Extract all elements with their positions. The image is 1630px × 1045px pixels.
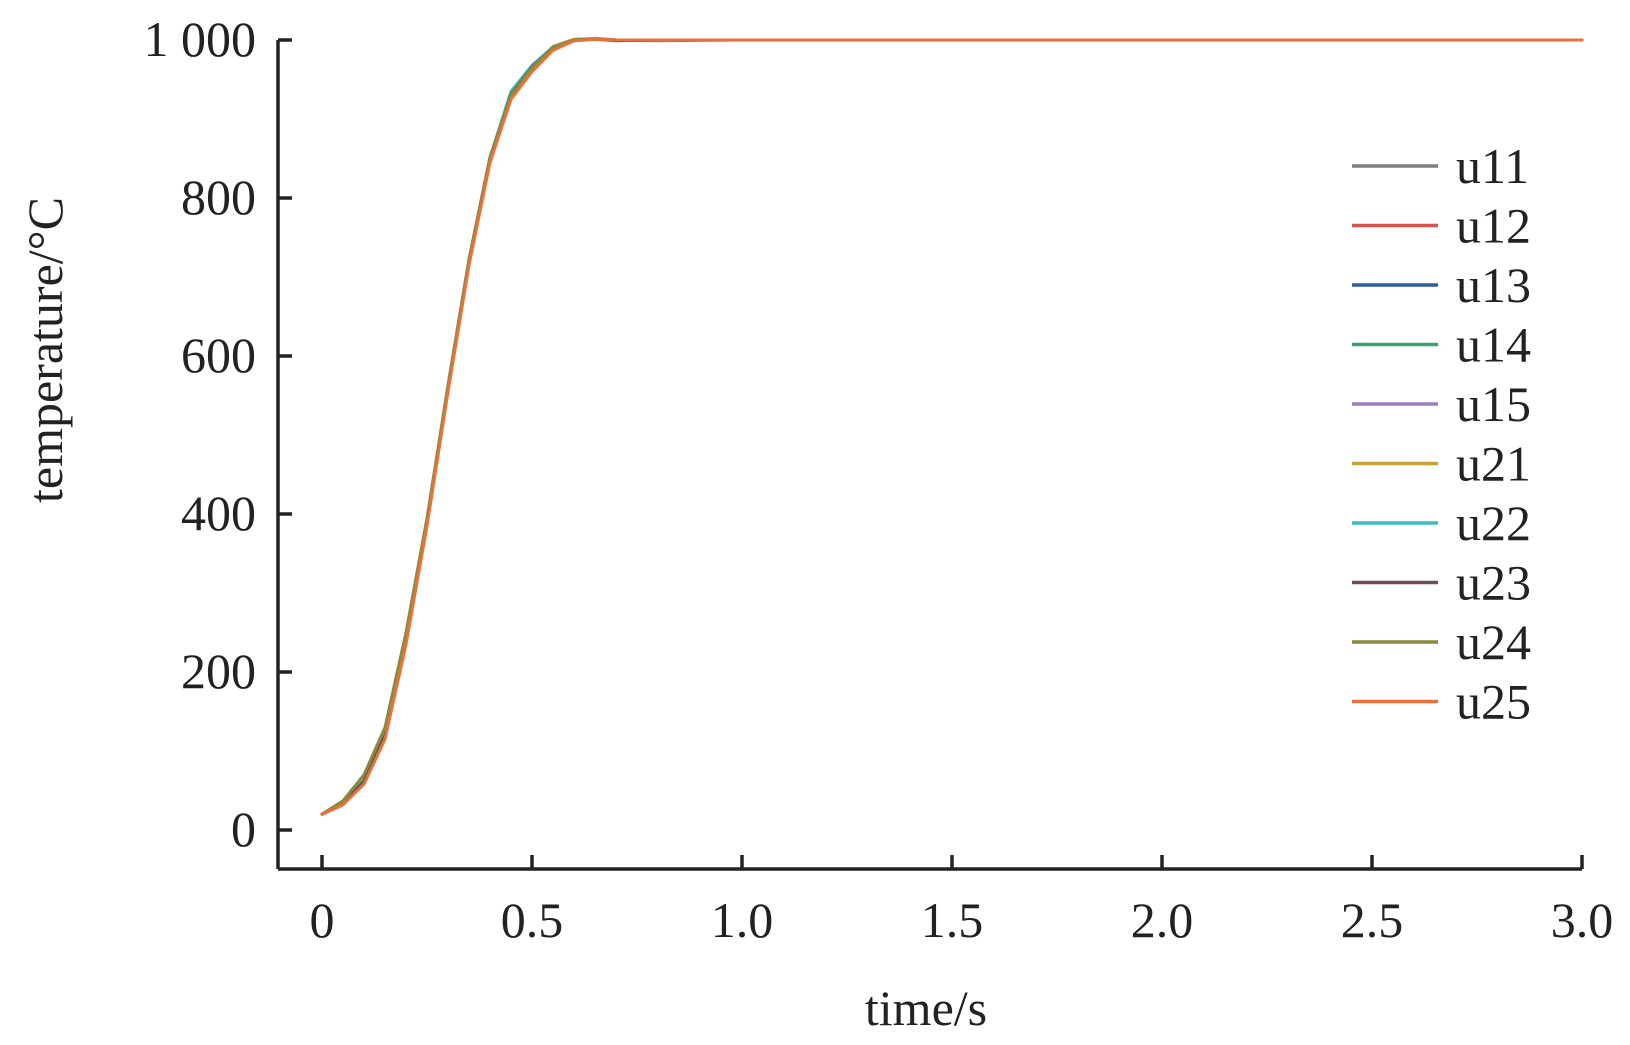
- ticks-layer: 0 0.5 1.0 1.5 2.0 2.5 3.0 0 200 400 600 800 1 000: [144, 11, 1614, 948]
- x-tick-label: 2.5: [1341, 892, 1404, 948]
- legend-label-u21: u21: [1456, 436, 1531, 492]
- series-line-u24: [320, 37, 1584, 816]
- y-tick-label: 400: [181, 485, 256, 541]
- x-tick-label: 3.0: [1551, 892, 1614, 948]
- series-line-u15: [320, 37, 1584, 816]
- series-line-u23: [320, 37, 1584, 816]
- series-line-u13: [320, 37, 1584, 816]
- legend-label-u25: u25: [1456, 674, 1531, 730]
- x-axis-label: time/s: [865, 980, 987, 1036]
- y-tick-label: 600: [181, 327, 256, 383]
- y-tick-label: 800: [181, 169, 256, 225]
- series-line-u12: [320, 37, 1584, 816]
- legend-label-u24: u24: [1456, 614, 1531, 670]
- legend-label-u12: u12: [1456, 198, 1531, 254]
- series-line-u11: [320, 36, 1584, 816]
- y-tick-label: 1 000: [144, 11, 257, 67]
- series-line-u22: [320, 37, 1584, 816]
- x-tick-label: 0.5: [501, 892, 564, 948]
- series-line-u21: [320, 36, 1584, 816]
- y-tick-label: 0: [231, 801, 256, 857]
- series-line-u14: [320, 36, 1584, 816]
- y-axis-label: temperature/°C: [17, 197, 73, 503]
- x-tick-label: 2.0: [1131, 892, 1194, 948]
- legend-label-u13: u13: [1456, 257, 1531, 313]
- y-tick-label: 200: [181, 643, 256, 699]
- legend-label-u23: u23: [1456, 555, 1531, 611]
- legend-label-u14: u14: [1456, 317, 1531, 373]
- legend-label-u15: u15: [1456, 376, 1531, 432]
- series-line-u25: [320, 37, 1584, 816]
- x-tick-label: 1.5: [921, 892, 984, 948]
- axes-layer: [276, 40, 1582, 871]
- x-tick-label: 0: [310, 892, 335, 948]
- legend-label-u22: u22: [1456, 495, 1531, 551]
- legend-label-u11: u11: [1456, 138, 1529, 194]
- series-layer: [320, 36, 1584, 816]
- x-tick-label: 1.0: [711, 892, 774, 948]
